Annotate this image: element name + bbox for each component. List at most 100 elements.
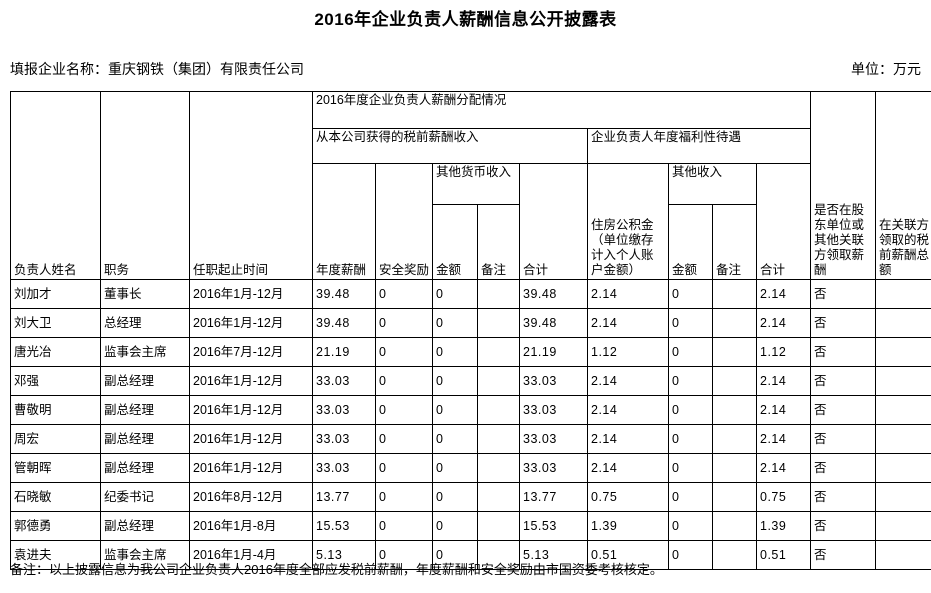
- cell-welfare-total: 2.14: [755, 424, 812, 454]
- salary-table: 负责人姓名 职务 任职起止时间 2016年度企业负责人薪酬分配情况 是否在股东单…: [10, 91, 931, 570]
- header-tenure: 任职起止时间: [189, 91, 313, 280]
- cell-shareholder-pay: 否: [810, 395, 877, 425]
- cell-shareholder-pay: 否: [810, 337, 877, 367]
- cell-other-income-remark: [712, 511, 757, 541]
- cell-position: 副总经理: [100, 366, 190, 396]
- cell-other-income-remark: [712, 279, 757, 309]
- cell-tenure: 2016年1月-12月: [189, 366, 313, 396]
- header-related-party-total: 在关联方领取的税前薪酬总额: [875, 91, 931, 280]
- cell-shareholder-pay: 否: [810, 366, 877, 396]
- cell-shareholder-pay: 否: [810, 511, 877, 541]
- cell-related-party-total: [875, 279, 931, 309]
- cell-welfare-total: 0.51: [755, 540, 812, 570]
- cell-other-income-amount: 0: [668, 453, 713, 483]
- cell-shareholder-pay: 否: [810, 279, 877, 309]
- cell-annual-salary: 39.48: [312, 308, 376, 338]
- cell-other-income-amount: 0: [668, 337, 713, 367]
- header-safety-award: 安全奖励: [375, 163, 433, 280]
- cell-annual-salary: 33.03: [312, 395, 376, 425]
- cell-safety-award: 0: [375, 395, 433, 425]
- cell-other-remark: [477, 366, 520, 396]
- header-housing-fund: 住房公积金（单位缴存计入个人账户金额）: [587, 163, 669, 280]
- cell-other-amount: 0: [432, 424, 478, 454]
- cell-name: 唐光冶: [10, 337, 101, 367]
- cell-other-amount: 0: [432, 511, 478, 541]
- cell-position: 董事长: [100, 279, 190, 309]
- cell-shareholder-pay: 否: [810, 308, 877, 338]
- cell-position: 总经理: [100, 308, 190, 338]
- cell-name: 郭德勇: [10, 511, 101, 541]
- cell-related-party-total: [875, 424, 931, 454]
- cell-annual-salary: 15.53: [312, 511, 376, 541]
- cell-welfare-total: 2.14: [755, 279, 812, 309]
- cell-welfare-total: 2.14: [755, 453, 812, 483]
- header-subtotal-pretax: 合计: [519, 163, 588, 280]
- cell-annual-salary: 5.13: [312, 540, 376, 570]
- table-row: 袁进夫 监事会主席 2016年1月-4月 5.13 0 0 5.13 0.51 0 0.51 否: [10, 540, 931, 570]
- cell-annual-salary: 33.03: [312, 453, 376, 483]
- cell-other-amount: 0: [432, 366, 478, 396]
- cell-shareholder-pay: 否: [810, 424, 877, 454]
- cell-related-party-total: [875, 308, 931, 338]
- cell-position: 副总经理: [100, 511, 190, 541]
- cell-other-remark: [477, 308, 520, 338]
- cell-other-income-amount: 0: [668, 366, 713, 396]
- cell-housing-fund: 1.39: [587, 511, 669, 541]
- header-annual-salary: 年度薪酬: [312, 163, 376, 280]
- cell-other-amount: 0: [432, 453, 478, 483]
- cell-name: 周宏: [10, 424, 101, 454]
- cell-housing-fund: 2.14: [587, 308, 669, 338]
- cell-tenure: 2016年1月-12月: [189, 424, 313, 454]
- cell-housing-fund: 2.14: [587, 395, 669, 425]
- cell-housing-fund: 0.75: [587, 482, 669, 512]
- cell-annual-salary: 13.77: [312, 482, 376, 512]
- cell-pretax-total: 21.19: [519, 337, 588, 367]
- header-row-2: 从本公司获得的税前薪酬收入 企业负责人年度福利性待遇: [11, 128, 931, 164]
- footnote: 备注：以上披露信息为我公司企业负责人2016年度全部应发税前薪酬，年度薪酬和安全…: [10, 562, 663, 577]
- cell-related-party-total: [875, 453, 931, 483]
- cell-other-remark: [477, 395, 520, 425]
- cell-related-party-total: [875, 482, 931, 512]
- cell-other-income-remark: [712, 308, 757, 338]
- table-row: 曹敬明 副总经理 2016年1月-12月 33.03 0 0 33.03 2.14 0 2.14 否: [10, 395, 931, 425]
- header-row-3: 年度薪酬 安全奖励 其他货币收入 合计 住房公积金（单位缴存计入个人账户金额） …: [11, 163, 931, 280]
- cell-welfare-total: 2.14: [755, 308, 812, 338]
- cell-position: 监事会主席: [100, 540, 190, 570]
- cell-safety-award: 0: [375, 453, 433, 483]
- cell-annual-salary: 33.03: [312, 424, 376, 454]
- table-row: 管朝晖 副总经理 2016年1月-12月 33.03 0 0 33.03 2.14 0 2.14 否: [10, 453, 931, 483]
- cell-welfare-total: 2.14: [755, 395, 812, 425]
- cell-other-remark: [477, 482, 520, 512]
- header-subtotal-welfare: 合计: [755, 163, 812, 280]
- cell-housing-fund: 1.12: [587, 337, 669, 367]
- cell-housing-fund: 2.14: [587, 279, 669, 309]
- cell-name: 管朝晖: [10, 453, 101, 483]
- cell-safety-award: 0: [375, 308, 433, 338]
- cell-pretax-total: 33.03: [519, 453, 588, 483]
- cell-other-remark: [477, 424, 520, 454]
- cell-pretax-total: 33.03: [519, 424, 588, 454]
- cell-pretax-total: 5.13: [519, 540, 588, 570]
- table-row: 刘大卫 总经理 2016年1月-12月 39.48 0 0 39.48 2.14 0 2.14 否: [10, 308, 931, 338]
- cell-other-income-amount: 0: [668, 279, 713, 309]
- cell-name: 曹敬明: [10, 395, 101, 425]
- header-row-1: 负责人姓名 职务 任职起止时间 2016年度企业负责人薪酬分配情况 是否在股东单…: [10, 91, 931, 280]
- cell-other-amount: 0: [432, 337, 478, 367]
- cell-safety-award: 0: [375, 337, 433, 367]
- cell-pretax-total: 39.48: [519, 279, 588, 309]
- table-head: 负责人姓名 职务 任职起止时间 2016年度企业负责人薪酬分配情况 是否在股东单…: [10, 91, 931, 280]
- cell-other-income-remark: [712, 366, 757, 396]
- cell-tenure: 2016年1月-12月: [189, 453, 313, 483]
- cell-pretax-total: 13.77: [519, 482, 588, 512]
- cell-safety-award: 0: [375, 366, 433, 396]
- header-row-4: 金额 备注 金额 备注: [11, 204, 931, 280]
- cell-shareholder-pay: 否: [810, 482, 877, 512]
- cell-position: 纪委书记: [100, 482, 190, 512]
- cell-tenure: 2016年1月-8月: [189, 511, 313, 541]
- cell-tenure: 2016年1月-12月: [189, 395, 313, 425]
- cell-housing-fund: 2.14: [587, 366, 669, 396]
- cell-related-party-total: [875, 337, 931, 367]
- table-row: 刘加才 董事长 2016年1月-12月 39.48 0 0 39.48 2.14 0 2.14 否: [10, 279, 931, 309]
- cell-other-amount: 0: [432, 279, 478, 309]
- header-shareholder-pay: 是否在股东单位或其他关联方领取薪酬: [810, 91, 877, 280]
